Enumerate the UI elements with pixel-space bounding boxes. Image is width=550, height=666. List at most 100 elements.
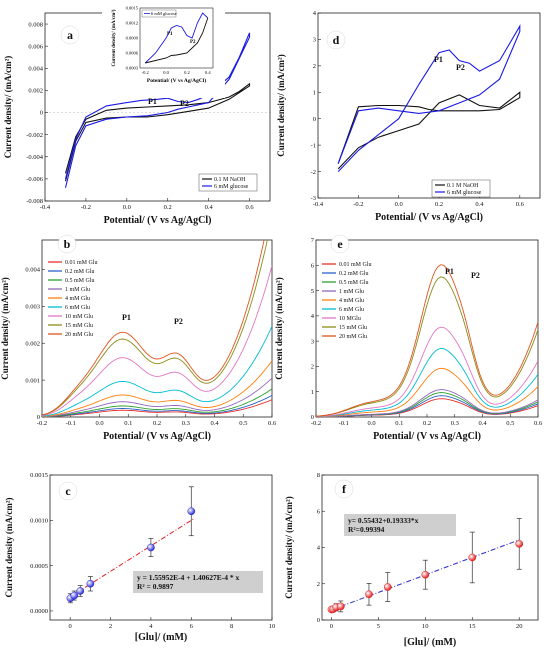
- plot-frame: [321, 474, 539, 621]
- y-tick-label: 0: [37, 414, 40, 421]
- x-tick-label: 0.4: [210, 420, 219, 427]
- panel-letter: c: [65, 484, 71, 498]
- panel-letter: d: [333, 33, 340, 47]
- peak-label: P2: [471, 271, 480, 280]
- panel-letter-bg: [60, 25, 80, 45]
- x-axis-label: Potential/ (V vs Ag/AgCl): [375, 212, 483, 223]
- y-tick-label: 1: [313, 89, 316, 96]
- series-line: [316, 389, 538, 417]
- y-tick-label: 4: [311, 313, 315, 320]
- y-axis-label: Current density/ (mA/cm²): [3, 56, 13, 159]
- series-line: [316, 276, 538, 417]
- data-point: [383, 583, 392, 591]
- y-tick-label: 7: [311, 237, 315, 244]
- panel-letter-bg: [334, 479, 354, 499]
- y-tick-label: 0.008: [28, 21, 43, 28]
- legend-label: 6 mM Glu: [65, 305, 90, 311]
- inset-legend-label: 6 mM glucose: [151, 11, 177, 16]
- legend-label: 10 MGlu: [339, 316, 361, 322]
- legend-label: 15 mM Glu: [339, 325, 367, 331]
- data-point: [468, 553, 477, 562]
- y-tick-label: 2: [317, 581, 320, 588]
- y-tick-label: 5: [311, 288, 314, 295]
- inset-y-tick: 0.0006: [126, 51, 139, 56]
- inset-x-tick: 0.2: [184, 70, 190, 75]
- plot-frame: [49, 474, 273, 621]
- series-line: [316, 326, 538, 417]
- y-axis-label: Current density/ (mA/cm²): [284, 496, 294, 599]
- x-tick-label: 0: [69, 623, 72, 630]
- series-line-6-mm-glucose: [64, 32, 251, 188]
- x-tick-label: 0.1: [124, 420, 132, 427]
- legend-label: 20 mM Glu: [65, 332, 93, 338]
- fit-r-squared: R² = 0.9897: [137, 582, 174, 591]
- panel-b: -0.2 -0.1 0.0 0.1 0.2 0.3 0.4 0.5 0.6 0 0.001 0.002…: [0, 239, 277, 442]
- panel-f: 0 5 10 15 20 0 2 4 6 8 [Glu]/ (mM) Current density/…: [284, 472, 539, 648]
- data-point: [421, 570, 430, 579]
- y-tick-label: 6: [317, 508, 321, 515]
- y-tick-label: 2: [313, 63, 316, 70]
- series-line: [42, 388, 272, 417]
- series-line-0.1-m-naoh: [337, 91, 521, 170]
- y-tick-label: -0.004: [26, 154, 44, 161]
- inset-y-tick: 0.0003: [126, 66, 139, 71]
- y-tick-label: 6: [311, 262, 315, 269]
- y-tick-label: 0: [40, 110, 43, 117]
- series-line: [42, 326, 272, 417]
- y-tick-label: 2: [311, 364, 314, 371]
- x-tick-label: 0.1: [395, 420, 403, 427]
- x-tick-label: 0.4: [205, 204, 214, 211]
- legend-label: 4 mM Glu: [339, 298, 364, 304]
- x-tick-label: 0.6: [245, 204, 254, 211]
- fit-equation: y= 0.55432+0.19333*x: [348, 516, 419, 525]
- inset-peak-label: P2: [190, 40, 196, 45]
- y-tick-label: 0.0010: [30, 518, 48, 525]
- data-point: [147, 543, 155, 552]
- y-tick-label: 4: [313, 10, 317, 17]
- x-tick-label: 0.2: [435, 201, 443, 208]
- y-axis-label: Current density/ (mA/cm²): [0, 277, 10, 380]
- series-group: [316, 264, 538, 417]
- series-line-0.1-m-naoh: [64, 82, 251, 182]
- inset-y-tick: 0.0012: [126, 21, 138, 26]
- inset-background: [102, 2, 225, 98]
- x-tick-label: 8: [230, 623, 233, 630]
- y-tick-label: -0.002: [26, 132, 43, 139]
- y-tick-label: 3: [313, 37, 316, 44]
- series-line: [42, 377, 272, 417]
- panel-letter-bg: [330, 234, 350, 254]
- peak-label: P1: [122, 313, 131, 322]
- inset-x-tick: 0.4: [205, 70, 211, 75]
- y-tick-label: 3: [311, 338, 314, 345]
- x-tick-label: 0.0: [95, 420, 103, 427]
- legend-label: 6 mM Glu: [339, 307, 364, 313]
- y-tick-label: -0.008: [26, 198, 43, 205]
- y-tick-label: 0: [311, 414, 314, 421]
- inset-panel-a: -0.2 0.0 0.2 0.4 0.0003 0.0006 0.0009 0.0012 0.0…: [102, 2, 225, 98]
- x-tick-label: 0.5: [239, 420, 247, 427]
- equation-box: [133, 571, 263, 593]
- x-tick-label: 2: [109, 623, 112, 630]
- y-tick-label: 0.004: [28, 65, 43, 72]
- panel-c: 0 2 4 6 8 10 0.0000 0.0005 0.0010 0.0015 [Glu]/ (m…: [4, 472, 275, 643]
- inset-y-tick: 0.0009: [126, 36, 139, 41]
- panel-letter: e: [337, 237, 343, 251]
- fit-r-squared: R²=0.99394: [348, 525, 385, 534]
- legend-label: 1 mM Glu: [339, 289, 364, 295]
- panel-letter: a: [67, 28, 73, 42]
- y-tick-label: 0.001: [25, 377, 40, 384]
- x-tick-label: 5: [377, 623, 380, 630]
- y-tick-label: 0.003: [25, 304, 40, 311]
- legend-label: 0.5 mM Glu: [339, 280, 369, 286]
- legend-label: 0.01 mM Glu: [339, 262, 372, 268]
- x-axis-label: Potential/ (V vs Ag/AgCl): [373, 431, 481, 442]
- x-axis-label: Potential/ (V vs Ag/AgCl): [103, 431, 211, 442]
- series-line: [42, 399, 272, 417]
- x-tick-label: 0.6: [268, 420, 277, 427]
- series-line: [42, 360, 272, 417]
- y-tick-label: 0.002: [28, 88, 43, 95]
- y-tick-label: -2: [311, 169, 316, 176]
- x-tick-label: -0.2: [37, 420, 47, 427]
- y-tick-label: -3: [311, 195, 316, 202]
- legend-label: 0.5 mM Glu: [65, 278, 95, 284]
